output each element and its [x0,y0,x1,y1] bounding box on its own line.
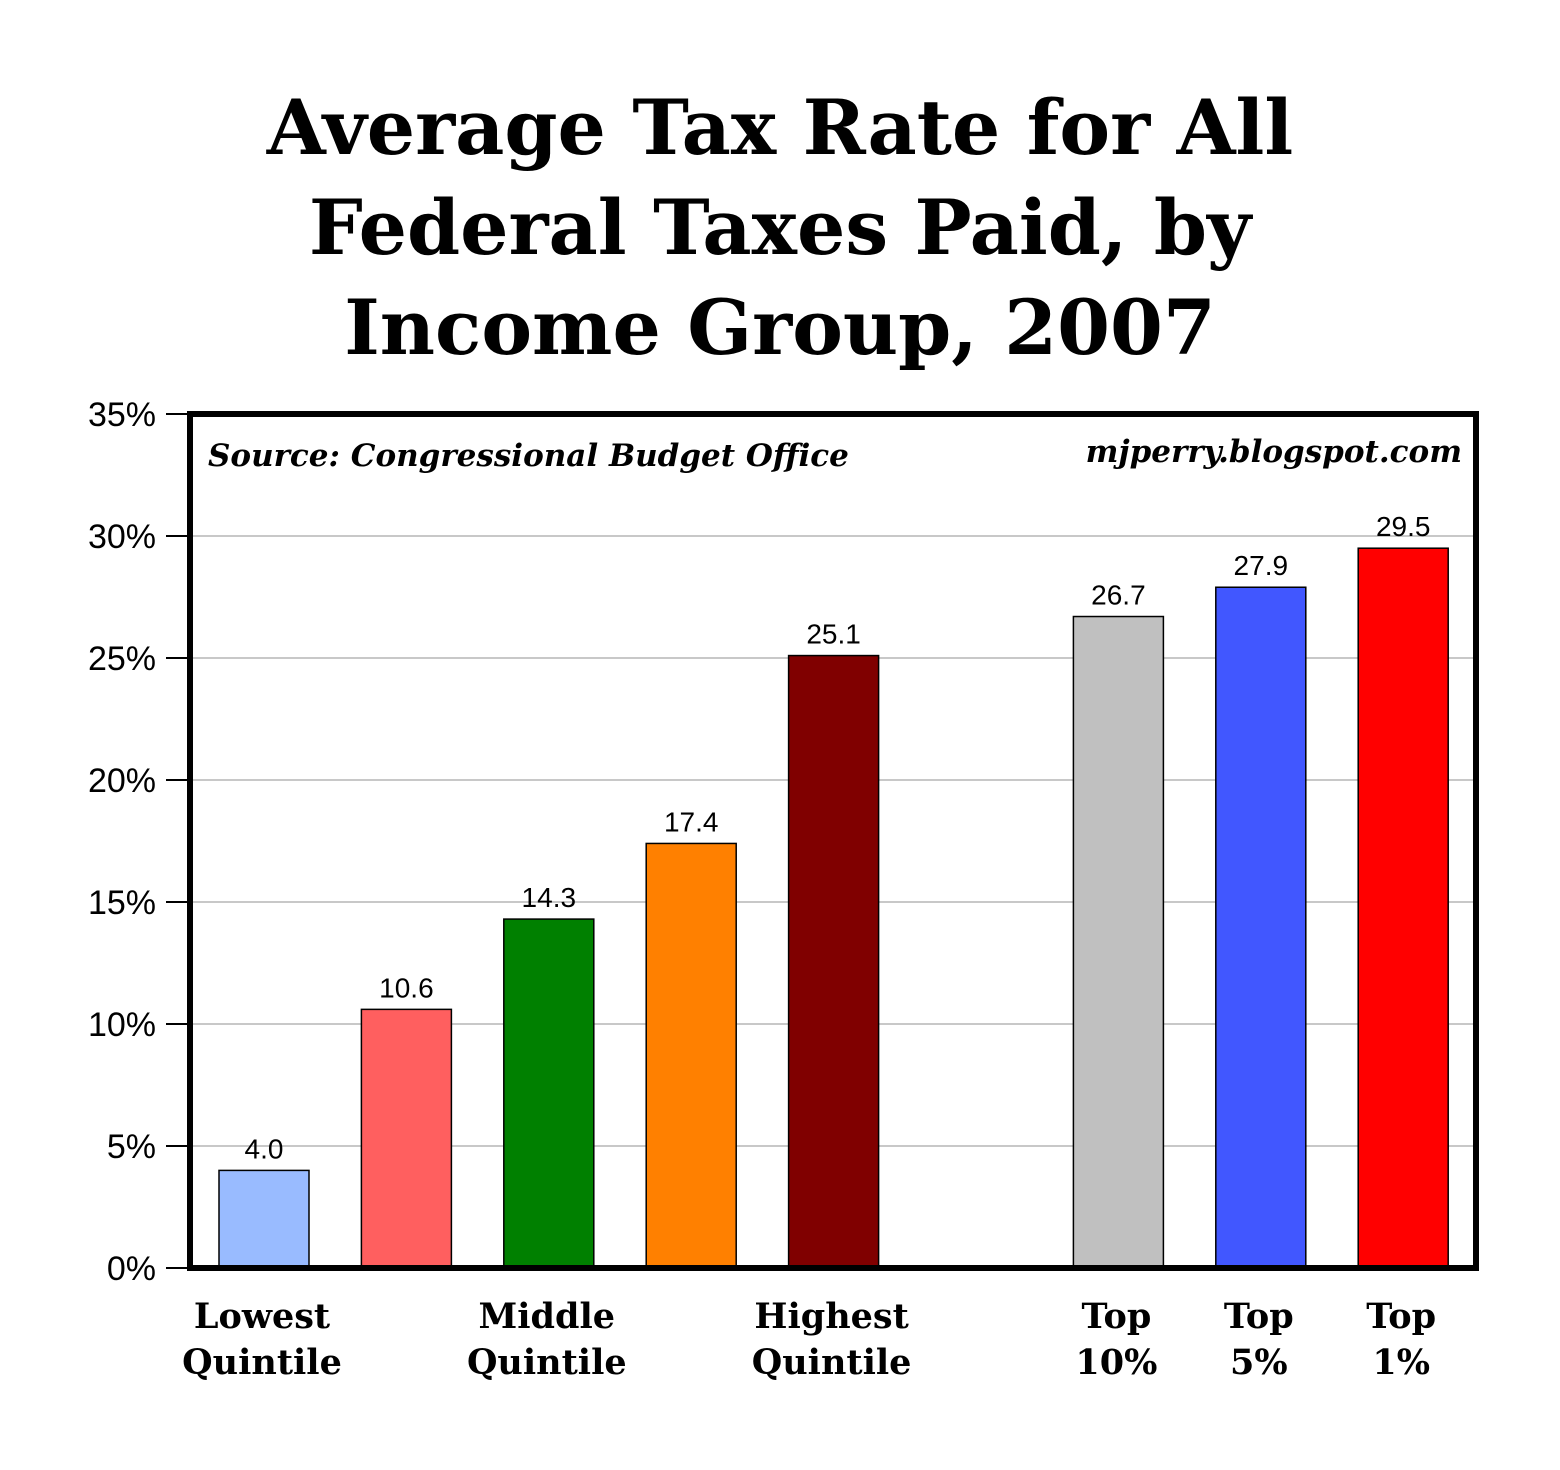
y-tick-label: 10% [88,1006,156,1044]
category-label: 5% [1230,1342,1288,1383]
bar [787,654,880,1269]
chart-title-line-1: Average Tax Rate for All [266,83,1294,172]
value-label: 29.5 [1376,511,1431,542]
bar [218,1169,310,1269]
chart-title-line-2: Federal Taxes Paid, by [308,183,1252,272]
category-label: Top [1081,1296,1151,1337]
chart-title-line-3: Income Group, 2007 [344,283,1216,372]
bars [218,547,1449,1269]
value-label: 17.4 [664,806,719,837]
bar [1072,615,1165,1269]
source-note: Source: Congressional Budget Office [208,438,849,474]
bar [360,1008,453,1269]
value-label: 4.0 [245,1133,284,1164]
value-label: 25.1 [806,619,861,650]
value-label: 27.9 [1234,550,1289,581]
x-axis-labels: Lowest Quintile Middle Quintile Highest Quint… [182,1296,1436,1383]
category-label: Quintile [182,1342,342,1383]
y-axis: 0% 5% 10% 15% 20% 25% 30% 35% [88,396,190,1288]
bar [1215,586,1307,1269]
bar [1357,547,1449,1269]
y-tick-label: 15% [88,884,156,922]
category-label: Lowest [194,1296,330,1337]
category-label: 1% [1372,1342,1430,1383]
y-tick-label: 20% [88,762,156,800]
value-label: 26.7 [1091,580,1146,611]
chart-title: Average Tax Rate for All Federal Taxes P… [0,78,1560,378]
category-label: Highest [754,1296,908,1337]
plot-frame [187,411,1479,1271]
y-tick-label: 35% [88,396,156,434]
y-tick-label: 30% [88,518,156,556]
category-label: Quintile [752,1342,912,1383]
y-tick-label: 5% [107,1128,156,1166]
value-label: 14.3 [522,882,577,913]
watermark: mjperry.blogspot.com [1086,434,1462,470]
category-label: Top [1224,1296,1294,1337]
value-labels: 4.0 10.6 14.3 17.4 25.1 26.7 27.9 29.5 [245,511,1431,1164]
category-label: Top [1366,1296,1436,1337]
bar [645,842,737,1269]
value-label: 10.6 [379,972,434,1003]
category-label: Quintile [467,1342,627,1383]
bar [503,918,595,1269]
y-tick-label: 0% [107,1250,156,1288]
category-label: Middle [479,1296,616,1337]
y-tick-label: 25% [88,640,156,678]
category-label: 10% [1075,1342,1157,1383]
